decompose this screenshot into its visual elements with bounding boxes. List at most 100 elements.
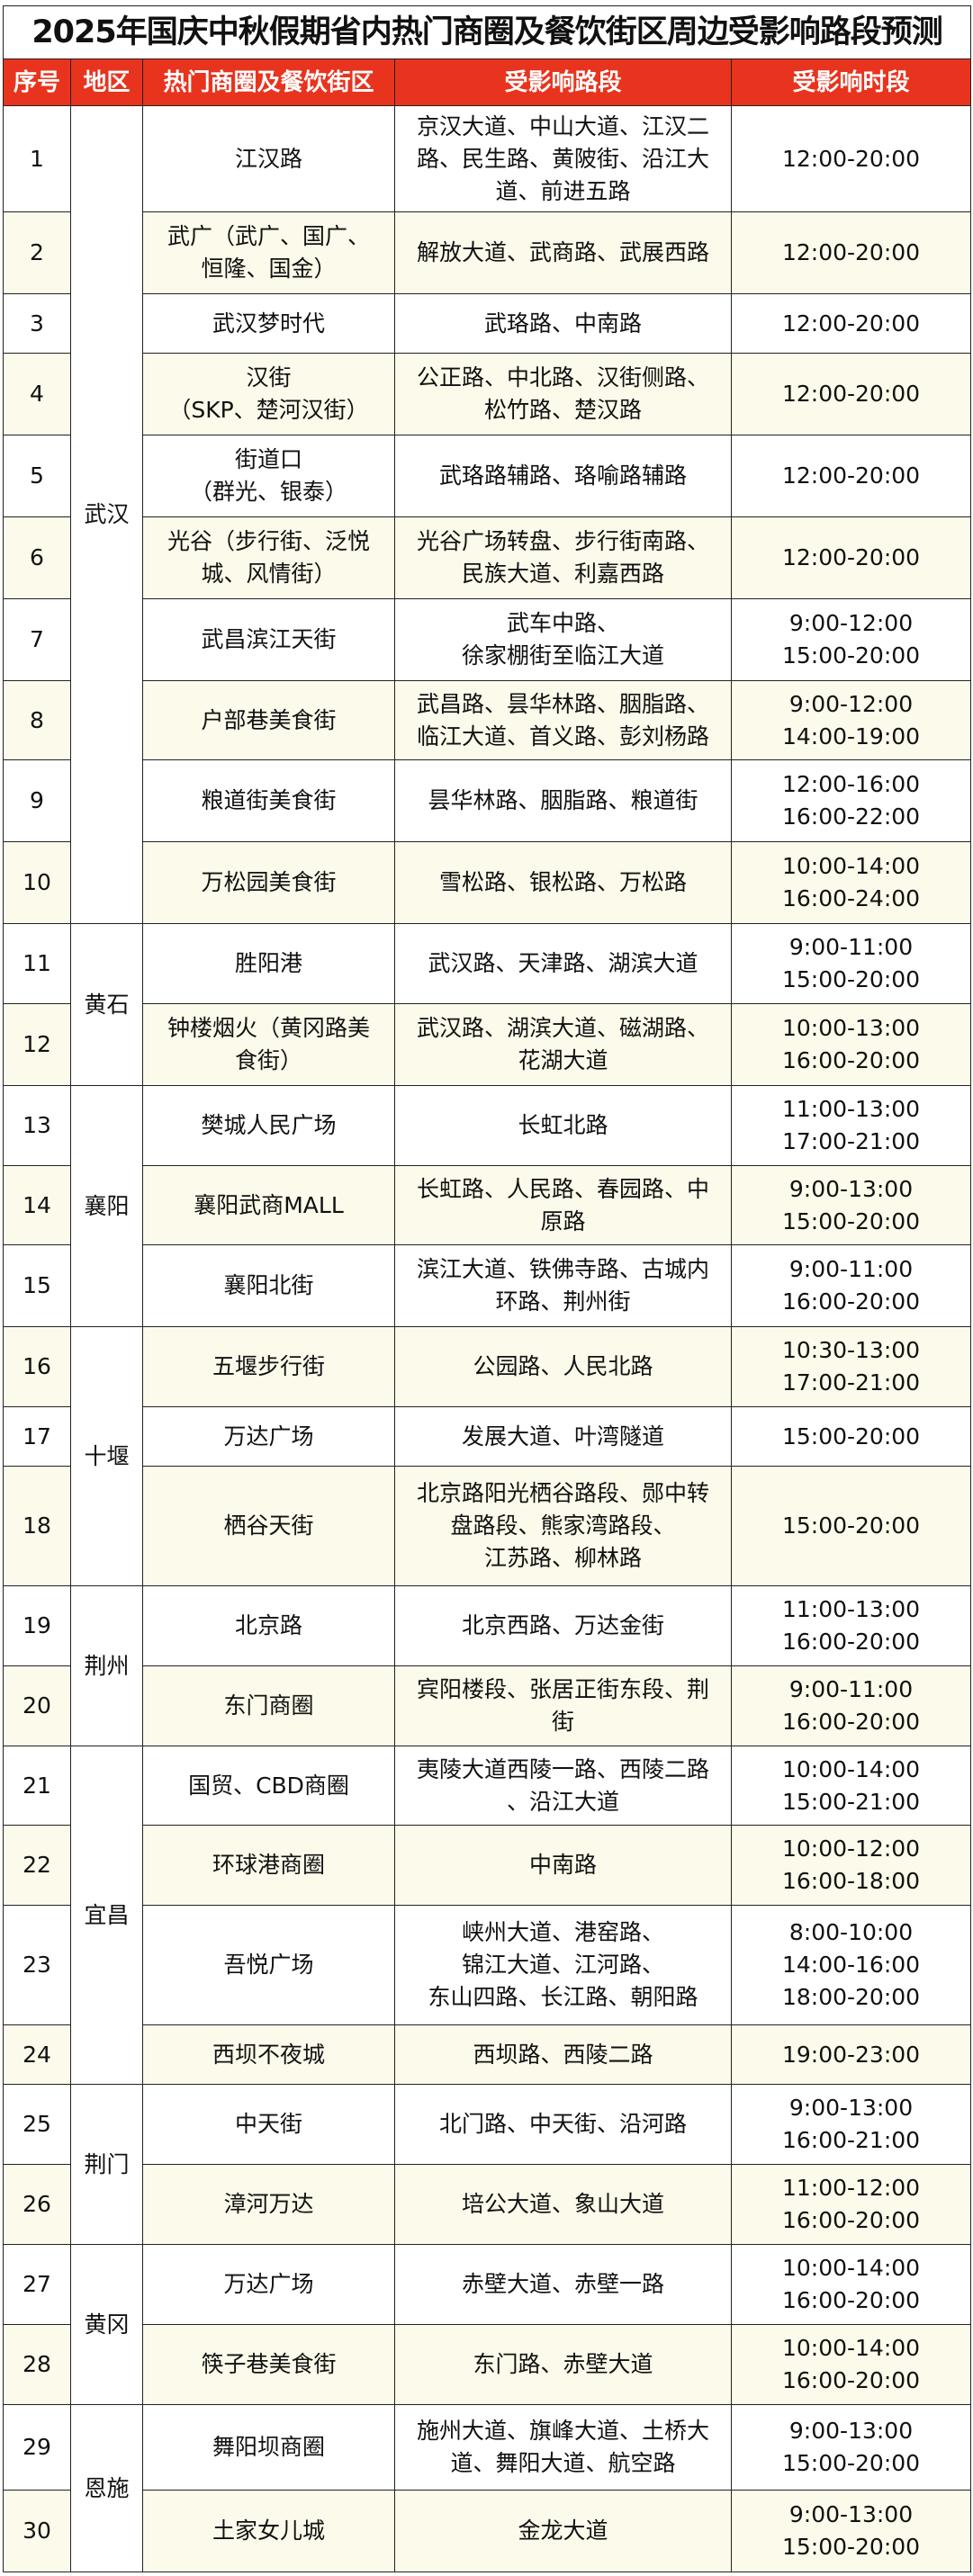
roads-cell: 北门路、中天街、沿河路 (394, 2084, 732, 2165)
time-cell: 15:00-20:00 (730, 1406, 972, 1467)
time-cell: 12:00-16:00 16:00-22:00 (730, 759, 972, 842)
area-cell: 江汉路 (142, 105, 395, 212)
row-number: 13 (3, 1085, 71, 1166)
table-row: 19 荆州 北京路 北京西路、万达金街 11:00-13:00 16:00-20:00 (3, 1585, 972, 1746)
table-row: 7 武昌滨江天街 武车中路、 徐家棚街至临江大道 9:00-12:00 15:00-2… (3, 598, 972, 681)
area-cell: 汉街 （SKP、楚河汉街） (142, 353, 395, 435)
row-number: 1 (3, 105, 71, 212)
area-cell: 万达广场 (142, 1406, 395, 1467)
time-cell: 12:00-20:00 (730, 516, 972, 599)
region-cell: 武汉 (70, 105, 143, 924)
row-number: 22 (3, 1825, 71, 1906)
area-cell: 东门商圈 (142, 1665, 395, 1746)
column-header-row: 序号 地区 热门商圈及餐饮街区 受影响路段 受影响时段 (3, 58, 972, 106)
region-cell: 黄冈 (70, 2244, 143, 2405)
table-row: 18 栖谷天街 北京路阳光栖谷路段、郧中转 盘路段、熊家湾路段、 江苏路、柳林路 15… (3, 1466, 972, 1586)
time-cell: 10:00-14:00 15:00-21:00 (730, 1746, 972, 1826)
table-row: 12 钟楼烟火（黄冈路美 食街） 武汉路、湖滨大道、磁湖路、 花湖大道 10:00-1… (3, 1003, 972, 1086)
row-number: 26 (3, 2164, 71, 2245)
region-cell: 荆州 (70, 1585, 143, 1746)
roads-cell: 培公大道、象山大道 (394, 2164, 732, 2245)
row-number: 16 (3, 1326, 71, 1407)
roads-cell: 赤壁大道、赤壁一路 (394, 2244, 732, 2325)
table-row: 4 汉街 （SKP、楚河汉街） 公正路、中北路、汉街侧路、 松竹路、楚汉路 12:00… (3, 353, 972, 435)
table-row: 15 襄阳北街 滨江大道、铁佛寺路、古城内 环路、荆州街 9:00-11:00 16:… (3, 1244, 972, 1327)
area-cell: 户部巷美食街 (142, 680, 395, 760)
area-cell: 五堰步行街 (142, 1326, 395, 1407)
table-row: 13 襄阳 樊城人民广场 长虹北路 11:00-13:00 17:00-21:00 (3, 1085, 972, 1327)
roads-cell: 光谷广场转盘、步行街南路、 民族大道、利嘉西路 (394, 516, 732, 599)
area-cell: 武汉梦时代 (142, 293, 395, 354)
time-cell: 9:00-11:00 16:00-20:00 (730, 1665, 972, 1746)
roads-cell: 东门路、赤壁大道 (394, 2324, 732, 2405)
row-number: 15 (3, 1244, 71, 1327)
time-cell: 10:00-14:00 16:00-24:00 (730, 841, 972, 924)
area-cell: 北京路 (142, 1585, 395, 1666)
roads-cell: 西坝路、西陵二路 (394, 2024, 732, 2085)
roads-cell: 长虹北路 (394, 1085, 732, 1166)
table-row: 6 光谷（步行街、泛悦 城、风情街） 光谷广场转盘、步行街南路、 民族大道、利嘉西路… (3, 516, 972, 599)
row-number: 29 (3, 2404, 71, 2491)
time-cell: 11:00-13:00 17:00-21:00 (730, 1085, 972, 1166)
area-cell: 襄阳北街 (142, 1244, 395, 1327)
table-body: 1 武汉 江汉路 京汉大道、中山大道、江汉二 路、民生路、黄陂街、沿江大 道、前进五路… (3, 105, 972, 2572)
time-cell: 9:00-13:00 15:00-20:00 (730, 1165, 972, 1245)
time-cell: 12:00-20:00 (730, 353, 972, 435)
time-cell: 9:00-12:00 14:00-19:00 (730, 680, 972, 760)
area-cell: 粮道街美食街 (142, 759, 395, 842)
area-cell: 钟楼烟火（黄冈路美 食街） (142, 1003, 395, 1086)
roads-cell: 北京路阳光栖谷路段、郧中转 盘路段、熊家湾路段、 江苏路、柳林路 (394, 1466, 732, 1586)
table-row: 23 吾悦广场 峡州大道、港窑路、 锦江大道、江河路、 东山四路、长江路、朝阳路 8:… (3, 1905, 972, 2025)
time-cell: 8:00-10:00 14:00-16:00 18:00-20:00 (730, 1905, 972, 2025)
table-row: 22 环球港商圈 中南路 10:00-12:00 16:00-18:00 (3, 1825, 972, 1906)
table-row: 16 十堰 五堰步行街 公园路、人民北路 10:30-13:00 17:00-21:00 (3, 1326, 972, 1586)
roads-cell: 武珞路辅路、珞喻路辅路 (394, 435, 732, 517)
roads-cell: 武车中路、 徐家棚街至临江大道 (394, 598, 732, 681)
row-number: 17 (3, 1406, 71, 1467)
column-header-time: 受影响时段 (730, 58, 972, 106)
time-cell: 19:00-23:00 (730, 2024, 972, 2085)
table-row: 2 武广（武广、国广、 恒隆、国金） 解放大道、武商路、武展西路 12:00-20:0… (3, 211, 972, 294)
column-header-number: 序号 (3, 58, 71, 106)
time-cell: 12:00-20:00 (730, 293, 972, 354)
table-row: 29 恩施 舞阳坝商圈 施州大道、旗峰大道、土桥大 道、舞阳大道、航空路 9:00-13… (3, 2404, 972, 2572)
time-cell: 9:00-11:00 15:00-20:00 (730, 923, 972, 1004)
row-number: 14 (3, 1165, 71, 1245)
roads-cell: 解放大道、武商路、武展西路 (394, 211, 732, 294)
area-cell: 环球港商圈 (142, 1825, 395, 1906)
table-row: 3 武汉梦时代 武珞路、中南路 12:00-20:00 (3, 293, 972, 354)
time-cell: 11:00-13:00 16:00-20:00 (730, 1585, 972, 1666)
row-number: 23 (3, 1905, 71, 2025)
time-cell: 9:00-11:00 16:00-20:00 (730, 1244, 972, 1327)
column-header-roads: 受影响路段 (394, 58, 732, 106)
time-cell: 10:00-14:00 16:00-20:00 (730, 2244, 972, 2325)
row-number: 4 (3, 353, 71, 435)
area-cell: 光谷（步行街、泛悦 城、风情街） (142, 516, 395, 599)
time-cell: 10:00-13:00 16:00-20:00 (730, 1003, 972, 1086)
roads-cell: 武汉路、湖滨大道、磁湖路、 花湖大道 (394, 1003, 732, 1086)
area-cell: 万达广场 (142, 2244, 395, 2325)
roads-cell: 京汉大道、中山大道、江汉二 路、民生路、黄陂街、沿江大 道、前进五路 (394, 105, 732, 212)
roads-cell: 滨江大道、铁佛寺路、古城内 环路、荆州街 (394, 1244, 732, 1327)
table-row: 21 宜昌 国贸、CBD商圈 夷陵大道西陵一路、西陵二路 、沿江大道 10:00-14:… (3, 1746, 972, 2085)
table-title: 2025年国庆中秋假期省内热门商圈及餐饮街区周边受影响路段预测 (2, 5, 972, 59)
roads-cell: 夷陵大道西陵一路、西陵二路 、沿江大道 (394, 1746, 732, 1826)
forecast-table-container: 2025年国庆中秋假期省内热门商圈及餐饮街区周边受影响路段预测 序号 地区 热门… (2, 5, 972, 2572)
table-row: 5 街道口 （群光、银泰） 武珞路辅路、珞喻路辅路 12:00-20:00 (3, 435, 972, 517)
column-header-region: 地区 (70, 58, 143, 106)
time-cell: 11:00-12:00 16:00-20:00 (730, 2164, 972, 2245)
roads-cell: 武汉路、天津路、湖滨大道 (394, 923, 732, 1004)
area-cell: 舞阳坝商圈 (142, 2404, 395, 2491)
area-cell: 胜阳港 (142, 923, 395, 1004)
column-header-area: 热门商圈及餐饮街区 (142, 58, 395, 106)
table-row: 8 户部巷美食街 武昌路、昙华林路、胭脂路、 临江大道、首义路、彭刘杨路 9:00-1… (3, 680, 972, 760)
area-cell: 筷子巷美食街 (142, 2324, 395, 2405)
row-number: 25 (3, 2084, 71, 2165)
row-number: 12 (3, 1003, 71, 1086)
area-cell: 武广（武广、国广、 恒隆、国金） (142, 211, 395, 294)
row-number: 28 (3, 2324, 71, 2405)
row-number: 10 (3, 841, 71, 924)
area-cell: 襄阳武商MALL (142, 1165, 395, 1245)
roads-cell: 公正路、中北路、汉街侧路、 松竹路、楚汉路 (394, 353, 732, 435)
table-row: 1 武汉 江汉路 京汉大道、中山大道、江汉二 路、民生路、黄陂街、沿江大 道、前进五路… (3, 105, 972, 924)
